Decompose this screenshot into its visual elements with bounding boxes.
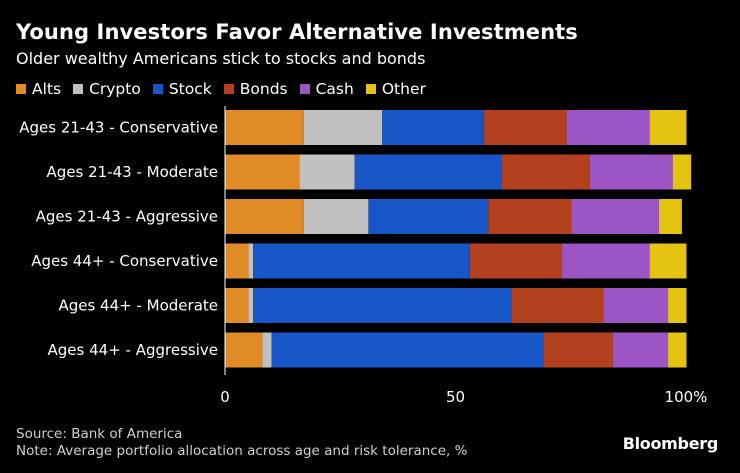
legend-label-other: Other <box>381 80 426 98</box>
bar-segment-cash: Ages 44+ - Aggressive — Cash: 12 <box>612 332 669 368</box>
bar-segment-stock: Ages 21-43 - Aggressive — Stock: 26 <box>368 199 489 234</box>
bar-segment-cash: Ages 44+ - Moderate — Cash: 14 <box>603 288 669 323</box>
legend-swatch-other <box>365 84 376 94</box>
legend-swatch-alts <box>16 84 26 94</box>
legend-label-alts: Alts <box>32 80 62 98</box>
category-label: Ages 44+ - Conservative <box>31 252 218 270</box>
bar-segment-bonds: Ages 21-43 - Conservative — Bonds: 18 <box>483 110 567 145</box>
chart-subtitle: Older wealthy Americans stick to stocks … <box>16 49 426 68</box>
legend-label-crypto: Crypto <box>89 80 141 98</box>
legend-item-bonds: Bonds <box>223 80 288 98</box>
legend-item-alts: Alts <box>16 80 61 98</box>
legend-swatch-bonds <box>223 84 234 94</box>
bar-segment-cash: Ages 44+ - Conservative — Cash: 19 <box>562 243 650 279</box>
legend-label-stock: Stock <box>168 80 212 98</box>
bar-segment-cash: Ages 21-43 - Moderate — Cash: 18 <box>589 154 673 190</box>
source-note: Source: Bank of America <box>16 426 183 442</box>
bar-segment-other: Ages 21-43 - Moderate — Other: 4 <box>672 154 692 190</box>
legend-label-cash: Cash <box>315 80 354 98</box>
legend-item-cash: Cash <box>299 80 354 98</box>
bar-segment-alts: Ages 21-43 - Conservative — Alts: 17 <box>225 110 304 145</box>
category-label: Ages 21-43 - Moderate <box>47 163 218 181</box>
bar-segment-bonds: Ages 44+ - Aggressive — Bonds: 15 <box>543 332 613 368</box>
bar-segment-crypto: Ages 44+ - Aggressive — Crypto: 2 <box>262 332 272 368</box>
bar-segment-crypto: Ages 21-43 - Conservative — Crypto: 17 <box>303 110 383 145</box>
legend-swatch-crypto <box>73 84 84 94</box>
legend-label-bonds: Bonds <box>239 80 288 98</box>
bar-segment-alts: Ages 21-43 - Aggressive — Alts: 17 <box>225 199 304 234</box>
bar-segment-stock: Ages 21-43 - Moderate — Stock: 32 <box>354 154 503 190</box>
legend-item-crypto: Crypto <box>73 80 141 98</box>
bar-segment-other: Ages 21-43 - Conservative — Other: 8 <box>649 110 687 145</box>
bar-segment-other: Ages 21-43 - Aggressive — Other: 5 <box>658 199 682 234</box>
bar-segment-alts: Ages 44+ - Moderate — Alts: 5 <box>225 288 249 323</box>
footnote: Note: Average portfolio allocation acros… <box>16 443 468 459</box>
bar-segment-stock: Ages 44+ - Aggressive — Stock: 59 <box>271 332 544 368</box>
bar-segment-crypto: Ages 44+ - Conservative — Crypto: 1 <box>248 243 254 279</box>
bar-segment-stock: Ages 44+ - Conservative — Stock: 47 <box>253 243 470 279</box>
bar-segment-other: Ages 44+ - Aggressive — Other: 4 <box>668 332 687 368</box>
bar-segment-other: Ages 44+ - Moderate — Other: 4 <box>668 288 687 323</box>
bar-segment-bonds: Ages 44+ - Conservative — Bonds: 20 <box>469 243 563 279</box>
bar-segment-crypto: Ages 44+ - Moderate — Crypto: 1 <box>248 288 254 323</box>
legend-item-other: Other <box>365 80 426 98</box>
bar-segment-crypto: Ages 21-43 - Moderate — Crypto: 12 <box>299 154 355 190</box>
bar-segment-alts: Ages 44+ - Conservative — Alts: 5 <box>225 243 249 279</box>
bar-segment-cash: Ages 21-43 - Conservative — Cash: 18 <box>566 110 650 145</box>
bar-segment-other: Ages 44+ - Conservative — Other: 8 <box>649 243 687 279</box>
x-tick-label: 50 <box>446 388 465 406</box>
bar-segment-bonds: Ages 21-43 - Moderate — Bonds: 19 <box>502 154 590 190</box>
category-label: Ages 44+ - Aggressive <box>48 341 218 359</box>
category-label: Ages 21-43 - Aggressive <box>36 208 218 226</box>
bar-segment-bonds: Ages 21-43 - Aggressive — Bonds: 18 <box>488 199 572 234</box>
bar-segment-cash: Ages 21-43 - Aggressive — Cash: 19 <box>571 199 659 234</box>
bar-segment-crypto: Ages 21-43 - Aggressive — Crypto: 14 <box>303 199 369 234</box>
bar-segment-alts: Ages 44+ - Aggressive — Alts: 8 <box>225 332 263 368</box>
bar-segment-stock: Ages 21-43 - Conservative — Stock: 22 <box>382 110 484 145</box>
category-label: Ages 21-43 - Conservative <box>19 119 218 137</box>
legend-swatch-cash <box>299 84 310 94</box>
legend-swatch-stock <box>152 84 163 94</box>
x-tick-label: 0 <box>220 388 230 406</box>
x-tick-label: 100% <box>665 388 708 406</box>
legend-item-stock: Stock <box>152 80 212 98</box>
bar-segment-bonds: Ages 44+ - Moderate — Bonds: 20 <box>511 288 604 323</box>
chart-title: Young Investors Favor Alternative Invest… <box>16 20 578 44</box>
legend: Alts Crypto Stock Bonds Cash Other <box>16 80 426 98</box>
bar-segment-stock: Ages 44+ - Moderate — Stock: 56 <box>253 288 512 323</box>
category-label: Ages 44+ - Moderate <box>58 297 218 315</box>
bloomberg-logo: Bloomberg <box>622 434 719 453</box>
bar-segment-alts: Ages 21-43 - Moderate — Alts: 16 <box>225 154 300 190</box>
